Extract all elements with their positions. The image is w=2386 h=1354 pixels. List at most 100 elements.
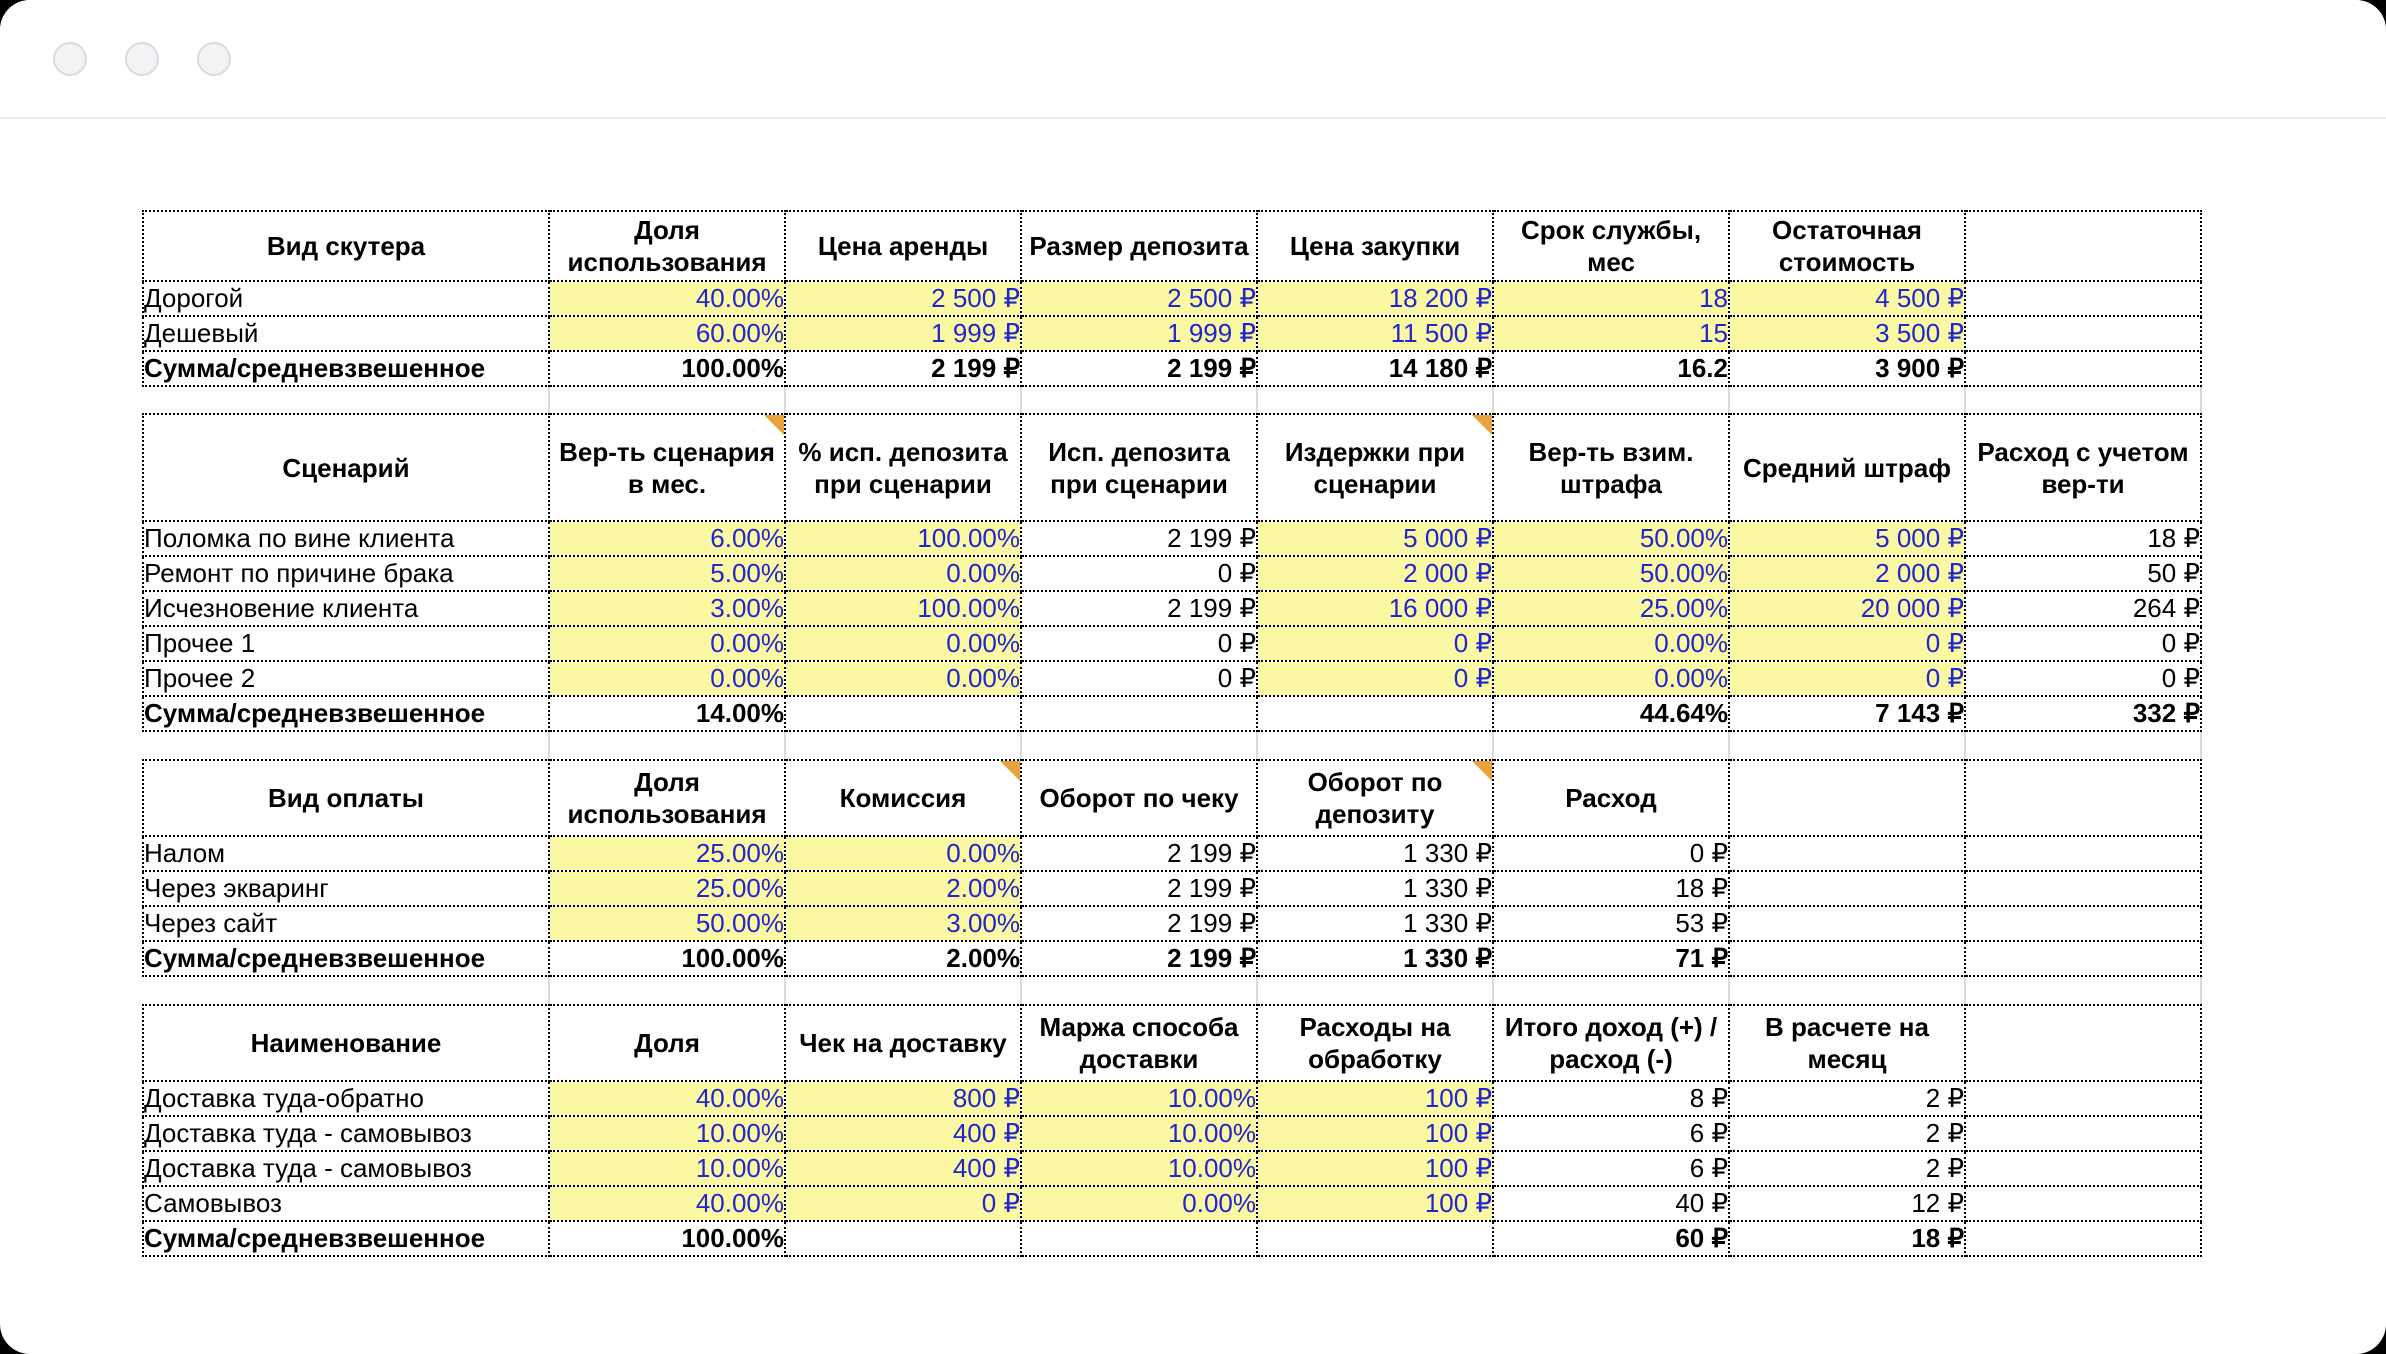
- cell[interactable]: 2 199 ₽: [1020, 520, 1258, 557]
- cell[interactable]: 2 500 ₽: [784, 280, 1022, 317]
- cell[interactable]: 10.00%: [1020, 1115, 1258, 1152]
- cell[interactable]: 18 ₽: [1964, 520, 2202, 557]
- empty-cell[interactable]: [1964, 870, 2202, 907]
- column-header[interactable]: Доля: [548, 1004, 786, 1082]
- cell[interactable]: 5 000 ₽: [1728, 520, 1966, 557]
- row-label[interactable]: Через экваринг: [142, 870, 550, 907]
- row-label[interactable]: Сумма/средневзвешенное: [142, 695, 550, 732]
- cell[interactable]: 2 199 ₽: [784, 350, 1022, 387]
- window-button-icon[interactable]: [197, 42, 231, 76]
- column-header[interactable]: Итого доход (+) / расход (-): [1492, 1004, 1730, 1082]
- column-header[interactable]: Цена закупки: [1256, 210, 1494, 282]
- empty-cell[interactable]: [1964, 280, 2202, 317]
- cell[interactable]: 3 900 ₽: [1728, 350, 1966, 387]
- cell[interactable]: 6 ₽: [1492, 1150, 1730, 1187]
- cell[interactable]: 8 ₽: [1492, 1080, 1730, 1117]
- cell[interactable]: 2 ₽: [1728, 1150, 1966, 1187]
- cell[interactable]: 100.00%: [784, 590, 1022, 627]
- cell[interactable]: 15: [1492, 315, 1730, 352]
- cell[interactable]: 10.00%: [548, 1115, 786, 1152]
- cell[interactable]: 0 ₽: [1964, 625, 2202, 662]
- cell[interactable]: 2 199 ₽: [1020, 870, 1258, 907]
- empty-cell[interactable]: [1964, 1080, 2202, 1117]
- empty-cell[interactable]: [1964, 315, 2202, 352]
- row-label[interactable]: Сумма/средневзвешенное: [142, 350, 550, 387]
- cell[interactable]: 7 143 ₽: [1728, 695, 1966, 732]
- cell[interactable]: 0.00%: [548, 625, 786, 662]
- row-label[interactable]: Через сайт: [142, 905, 550, 942]
- cell[interactable]: 3 500 ₽: [1728, 315, 1966, 352]
- cell[interactable]: 1 330 ₽: [1256, 940, 1494, 977]
- row-label[interactable]: Прочее 1: [142, 625, 550, 662]
- column-header[interactable]: Вид скутера: [142, 210, 550, 282]
- empty-cell[interactable]: [1728, 870, 1966, 907]
- cell[interactable]: 0.00%: [784, 555, 1022, 592]
- cell[interactable]: 1 330 ₽: [1256, 835, 1494, 872]
- row-label[interactable]: Ремонт по причине брака: [142, 555, 550, 592]
- cell[interactable]: 10.00%: [548, 1150, 786, 1187]
- cell[interactable]: 18 ₽: [1728, 1220, 1966, 1257]
- column-header[interactable]: Остаточная стоимость: [1728, 210, 1966, 282]
- empty-cell[interactable]: [1964, 1115, 2202, 1152]
- cell[interactable]: 2 ₽: [1728, 1115, 1966, 1152]
- cell[interactable]: 0.00%: [784, 835, 1022, 872]
- window-button-icon[interactable]: [53, 42, 87, 76]
- cell[interactable]: [1256, 1220, 1494, 1257]
- cell[interactable]: 18 200 ₽: [1256, 280, 1494, 317]
- column-header[interactable]: Доля использования: [548, 210, 786, 282]
- cell[interactable]: 2 ₽: [1728, 1080, 1966, 1117]
- cell[interactable]: 18 ₽: [1492, 870, 1730, 907]
- cell[interactable]: 100 ₽: [1256, 1150, 1494, 1187]
- cell[interactable]: 0 ₽: [1020, 625, 1258, 662]
- empty-cell[interactable]: [1964, 1185, 2202, 1222]
- cell[interactable]: 0 ₽: [1256, 625, 1494, 662]
- cell[interactable]: 0 ₽: [1492, 835, 1730, 872]
- column-header[interactable]: Цена аренды: [784, 210, 1022, 282]
- cell[interactable]: 0.00%: [1492, 660, 1730, 697]
- cell[interactable]: 2.00%: [784, 870, 1022, 907]
- row-label[interactable]: Сумма/средневзвешенное: [142, 940, 550, 977]
- cell[interactable]: 6 ₽: [1492, 1115, 1730, 1152]
- cell[interactable]: 40 ₽: [1492, 1185, 1730, 1222]
- cell[interactable]: 10.00%: [1020, 1150, 1258, 1187]
- cell[interactable]: 16.2: [1492, 350, 1730, 387]
- cell[interactable]: 2 500 ₽: [1020, 280, 1258, 317]
- cell[interactable]: 0 ₽: [1964, 660, 2202, 697]
- cell[interactable]: 14 180 ₽: [1256, 350, 1494, 387]
- empty-cell[interactable]: [1964, 940, 2202, 977]
- cell[interactable]: 100.00%: [548, 350, 786, 387]
- row-label[interactable]: Налом: [142, 835, 550, 872]
- column-header[interactable]: Расходы на обработку: [1256, 1004, 1494, 1082]
- column-header[interactable]: Комиссия: [784, 759, 1022, 837]
- empty-cell[interactable]: [1964, 1150, 2202, 1187]
- cell[interactable]: 60.00%: [548, 315, 786, 352]
- empty-cell[interactable]: [1728, 905, 1966, 942]
- cell[interactable]: 50.00%: [1492, 520, 1730, 557]
- cell[interactable]: 25.00%: [548, 870, 786, 907]
- cell[interactable]: 800 ₽: [784, 1080, 1022, 1117]
- cell[interactable]: 100 ₽: [1256, 1115, 1494, 1152]
- cell[interactable]: 20 000 ₽: [1728, 590, 1966, 627]
- row-label[interactable]: Доставка туда-обратно: [142, 1080, 550, 1117]
- cell[interactable]: 0 ₽: [1728, 660, 1966, 697]
- cell[interactable]: 2.00%: [784, 940, 1022, 977]
- cell[interactable]: 60 ₽: [1492, 1220, 1730, 1257]
- row-label[interactable]: Доставка туда - самовывоз: [142, 1150, 550, 1187]
- cell[interactable]: 400 ₽: [784, 1150, 1022, 1187]
- empty-cell[interactable]: [1728, 835, 1966, 872]
- column-header[interactable]: Размер депозита: [1020, 210, 1258, 282]
- column-header[interactable]: % исп. депозита при сценарии: [784, 413, 1022, 522]
- cell[interactable]: 332 ₽: [1964, 695, 2202, 732]
- column-header[interactable]: Вер-ть взим. штрафа: [1492, 413, 1730, 522]
- cell[interactable]: 1 999 ₽: [1020, 315, 1258, 352]
- empty-cell[interactable]: [1964, 905, 2202, 942]
- cell[interactable]: 2 199 ₽: [1020, 350, 1258, 387]
- row-label[interactable]: Дешевый: [142, 315, 550, 352]
- cell[interactable]: 40.00%: [548, 280, 786, 317]
- column-header[interactable]: В расчете на месяц: [1728, 1004, 1966, 1082]
- cell[interactable]: 0.00%: [784, 625, 1022, 662]
- empty-cell[interactable]: [1964, 759, 2202, 837]
- cell[interactable]: 12 ₽: [1728, 1185, 1966, 1222]
- cell[interactable]: 40.00%: [548, 1185, 786, 1222]
- cell[interactable]: [784, 1220, 1022, 1257]
